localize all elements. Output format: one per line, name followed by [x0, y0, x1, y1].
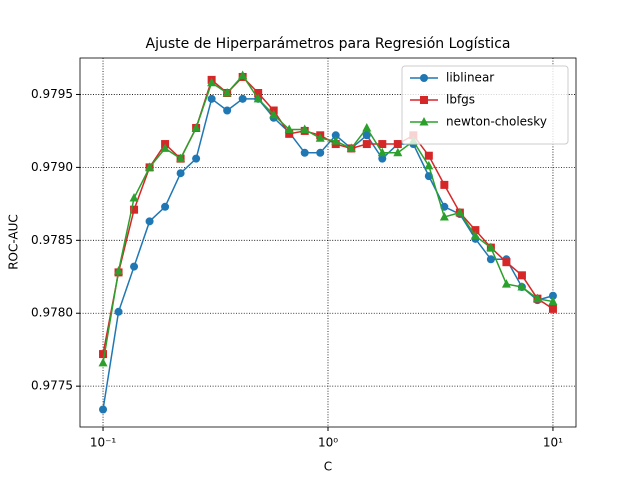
marker [99, 405, 108, 414]
plot-frame [79, 57, 577, 428]
y-tick-label: 0.9780 [31, 306, 73, 320]
marker [440, 180, 449, 189]
marker [269, 109, 279, 119]
marker [548, 304, 557, 313]
y-axis-label: ROC-AUC [7, 214, 21, 270]
marker [300, 124, 310, 133]
marker [486, 242, 496, 252]
marker [130, 262, 139, 271]
legend-label: lbfgs [446, 93, 475, 107]
y-tick-label: 0.9785 [31, 233, 73, 247]
marker [420, 74, 428, 82]
marker [161, 202, 170, 211]
marker [393, 147, 403, 157]
marker [419, 117, 429, 126]
x-tick-label: 10⁻¹ [90, 436, 117, 450]
marker [254, 89, 263, 98]
marker [238, 70, 248, 80]
marker [238, 94, 247, 103]
marker [346, 143, 356, 152]
legend-label: liblinear [446, 71, 494, 85]
marker [176, 153, 186, 163]
marker [377, 147, 387, 157]
marker [114, 265, 124, 275]
marker [471, 226, 480, 235]
marker [362, 131, 371, 140]
marker [517, 271, 526, 280]
marker [98, 357, 108, 367]
marker [145, 162, 155, 171]
marker [331, 131, 340, 140]
marker [455, 207, 465, 217]
marker [501, 279, 511, 288]
marker [502, 258, 511, 267]
marker [517, 281, 527, 291]
marker [222, 88, 232, 97]
y-tick-label: 0.9775 [31, 379, 73, 393]
marker [130, 205, 139, 214]
marker [300, 148, 309, 157]
marker [223, 106, 232, 115]
y-tick-label: 0.9790 [31, 160, 73, 174]
marker [160, 143, 170, 152]
marker [253, 93, 263, 103]
marker [362, 140, 371, 149]
marker [486, 255, 495, 264]
y-tick-label: 0.9795 [31, 87, 73, 101]
marker [284, 124, 294, 133]
marker [114, 307, 123, 316]
marker [207, 94, 216, 103]
marker [176, 169, 185, 178]
marker [145, 217, 154, 226]
x-tick-label: 10¹ [543, 436, 563, 450]
marker [424, 160, 434, 170]
marker [393, 140, 402, 149]
legend-label: newton-cholesky [446, 115, 547, 129]
x-tick-label: 10⁰ [318, 436, 338, 450]
marker [378, 140, 387, 149]
chart-title: Ajuste de Hiperparámetros para Regresión… [146, 36, 511, 52]
legend-box [401, 65, 569, 145]
x-axis-label: C [324, 460, 332, 474]
marker [548, 291, 557, 300]
marker [285, 129, 294, 138]
marker [378, 154, 387, 163]
marker [532, 293, 542, 303]
marker [315, 133, 325, 142]
marker [548, 296, 558, 306]
series-line [102, 97, 554, 410]
marker [362, 123, 372, 132]
marker [424, 151, 433, 160]
marker [129, 193, 139, 202]
marker [207, 77, 217, 87]
marker [331, 136, 341, 145]
marker [99, 350, 108, 359]
marker [420, 96, 428, 104]
marker [192, 154, 201, 163]
marker [316, 148, 325, 157]
marker [191, 123, 201, 132]
marker [470, 230, 480, 240]
marker [439, 211, 449, 221]
